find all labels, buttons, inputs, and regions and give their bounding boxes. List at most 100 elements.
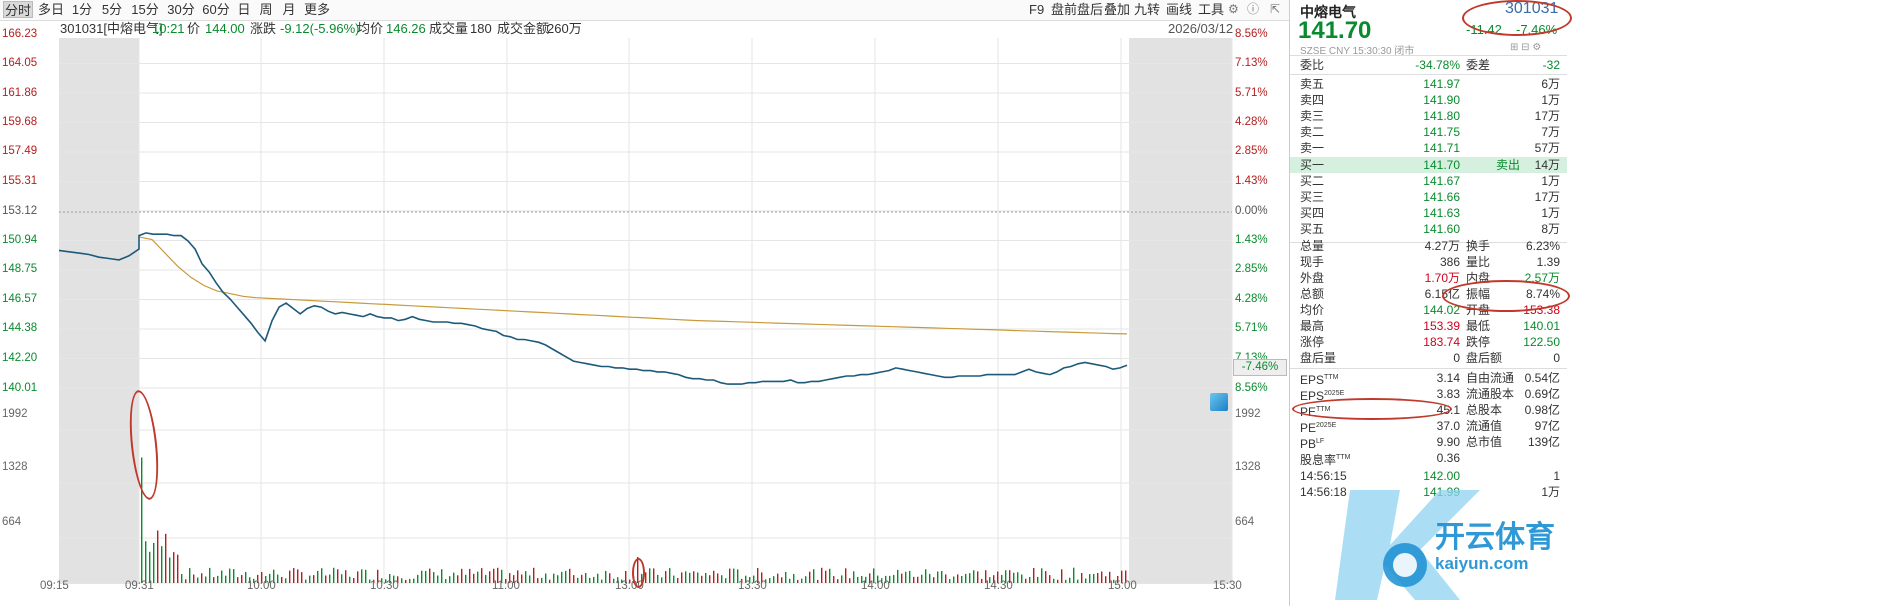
volume-bar [341, 574, 343, 583]
expand-icon[interactable]: ⇱ [1270, 2, 1281, 16]
help-icon[interactable]: ⓘ [1247, 2, 1260, 16]
tick-time: 14:56:18 [1300, 485, 1347, 499]
volume-bar [933, 577, 935, 583]
y-right-tick: 1.43% [1235, 175, 1268, 187]
volume-bar [393, 575, 395, 583]
volume-bar [865, 576, 867, 583]
fund-label-text: PB [1300, 437, 1317, 451]
bid-row[interactable]: 买一 141.70 卖出 14万 [1290, 157, 1567, 173]
nine-turn-button[interactable]: 九转 [1134, 2, 1161, 17]
volume-bar [1097, 573, 1099, 583]
volume-bar [445, 579, 447, 583]
volume-bar [809, 571, 811, 583]
volume-bar [185, 579, 187, 583]
tab-day[interactable]: 日 [237, 2, 251, 17]
y-left-tick: 146.57 [2, 293, 38, 305]
volume-bar [261, 572, 263, 583]
ask-row[interactable]: 卖四 141.90 1万 [1290, 92, 1567, 108]
stat-label: 盘后量 [1300, 351, 1337, 365]
tab-month[interactable]: 月 [282, 2, 296, 17]
volume-bar [1017, 572, 1019, 583]
volume-bar [745, 575, 747, 583]
panel-toolbar-icons[interactable]: ⊞ ⊟ ⚙ [1510, 42, 1542, 53]
volume-bar [493, 568, 495, 583]
y-right-tick: 2.85% [1235, 263, 1268, 275]
volume-bar [225, 575, 227, 583]
volume-bar [1061, 569, 1063, 583]
bid-tag: 卖出 [1496, 158, 1521, 172]
y-right-tick: 4.28% [1235, 116, 1268, 128]
fund-label: EPS2025E [1300, 386, 1344, 404]
volume-bar [1089, 574, 1091, 583]
tab-15min[interactable]: 15分 [131, 2, 159, 17]
bid-row[interactable]: 买二 141.67 1万 [1290, 173, 1567, 189]
volume-bar [1057, 579, 1059, 583]
ask-volume: 17万 [1534, 109, 1560, 123]
x-tick: 15:30 [1213, 580, 1242, 592]
volume-bar [489, 571, 491, 583]
volume-bar [349, 576, 351, 583]
x-tick: 14:00 [861, 580, 890, 592]
bid-row[interactable]: 买五 141.60 8万 [1290, 221, 1567, 237]
volume-bar [681, 572, 683, 583]
ask-row[interactable]: 卖五 141.97 6万 [1290, 76, 1567, 92]
bid-volume: 1万 [1541, 174, 1560, 188]
ask-row[interactable]: 卖二 141.75 7万 [1290, 124, 1567, 140]
tab-intraday[interactable]: 分时 [3, 1, 33, 18]
stat-value: 386 [1439, 255, 1460, 269]
ask-row[interactable]: 卖一 141.71 57万 [1290, 140, 1567, 156]
cursor-price: 144.00 [205, 21, 245, 36]
volume-bar [485, 574, 487, 583]
volume-bar [433, 572, 435, 583]
volume-bar [789, 578, 791, 583]
ask-volume: 6万 [1541, 77, 1560, 91]
draw-line-button[interactable]: 画线 [1166, 2, 1193, 17]
tools-button[interactable]: 工具 [1198, 2, 1225, 17]
intraday-chart[interactable]: 166.23 164.05 161.86 159.68 157.49 155.3… [0, 28, 1566, 606]
watermark-cn: 开云体育 [1435, 521, 1555, 554]
chart-canvas [58, 38, 1233, 584]
bid-row[interactable]: 买三 141.66 17万 [1290, 189, 1567, 205]
bid-price: 141.70 [1423, 158, 1460, 172]
tab-more[interactable]: 更多 [303, 2, 330, 17]
volume-bar [1085, 578, 1087, 583]
y-right-tick: 4.28% [1235, 293, 1268, 305]
tab-1min[interactable]: 1分 [71, 2, 93, 17]
ask-volume: 7万 [1541, 125, 1560, 139]
volume-bar [205, 576, 207, 583]
tab-5min[interactable]: 5分 [101, 2, 123, 17]
overlay-button[interactable]: 叠加 [1104, 2, 1131, 17]
volume-bar [301, 572, 303, 583]
ask-row[interactable]: 卖三 141.80 17万 [1290, 108, 1567, 124]
tab-30min[interactable]: 30分 [167, 2, 195, 17]
volume-bar [245, 571, 247, 583]
fund-row: PE2025E 37.0 流通值 97亿 [1290, 418, 1567, 435]
volume-bar [429, 568, 431, 583]
volume-bar [573, 575, 575, 583]
volume-bar [177, 554, 179, 583]
y-right-tick: 5.71% [1235, 87, 1268, 99]
tab-week[interactable]: 周 [259, 2, 273, 17]
scroll-handle[interactable] [1210, 393, 1228, 411]
bid-row[interactable]: 买四 141.63 1万 [1290, 205, 1567, 221]
tab-multiday[interactable]: 多日 [38, 2, 65, 17]
volume-bar [269, 573, 271, 583]
period-toolbar: 分时 多日 1分 5分 15分 30分 60分 日 周 月 更多 F9 盘前盘后… [0, 0, 1566, 21]
ask-price: 141.71 [1423, 141, 1460, 155]
weicha-value: -32 [1542, 58, 1560, 72]
f9-button[interactable]: F9 [1029, 2, 1045, 17]
volume-bar [977, 571, 979, 583]
bid-label: 买四 [1300, 206, 1325, 220]
fund-value: 9.90 [1436, 435, 1460, 449]
volume-bar [957, 574, 959, 583]
volume-bar [457, 575, 459, 583]
weicha-label: 委差 [1466, 58, 1491, 72]
volume-bar [357, 571, 359, 583]
volume-label: 成交量 [429, 21, 469, 36]
volume-bar [161, 546, 163, 583]
annotation-oval-pe [1292, 398, 1452, 420]
tab-60min[interactable]: 60分 [202, 2, 230, 17]
stat-label: 最高 [1300, 319, 1325, 333]
pre-post-market-button[interactable]: 盘前盘后 [1051, 2, 1104, 17]
settings-gear-icon[interactable]: ⚙ [1228, 2, 1239, 16]
